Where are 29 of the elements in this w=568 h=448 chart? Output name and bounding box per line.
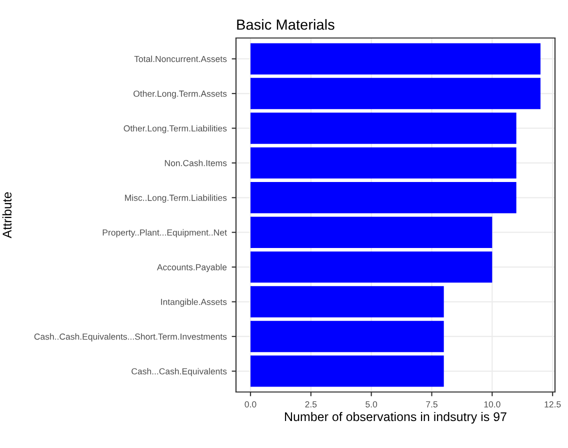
bar (250, 147, 516, 179)
bar (250, 286, 444, 318)
bar (250, 320, 444, 352)
bar (250, 78, 540, 110)
bar (250, 112, 516, 144)
x-axis-title: Number of observations in indsutry is 97 (285, 412, 506, 424)
x-tick-label: 0.0 (244, 401, 256, 408)
x-tick-label: 5.0 (366, 401, 378, 408)
y-tick-label: Cash..Cash.Equivalents...Short.Term.Investments (34, 333, 227, 342)
y-tick-label: Intangible.Assets (161, 298, 227, 307)
y-tick-label: Non.Cash.Items (164, 160, 227, 166)
y-tick-label: Other.Long.Term.Liabilities (124, 125, 227, 134)
y-axis-title: Attribute (2, 192, 12, 238)
bar (250, 216, 492, 248)
y-tick-label: Cash...Cash.Equivalents (132, 368, 227, 376)
y-tick-label: Other.Long.Term.Assets (134, 90, 227, 99)
bar (250, 251, 492, 283)
y-tick-label: Misc..Long.Term.Liabilities (125, 194, 227, 203)
bar (250, 43, 540, 74)
x-tick-label: 10.0 (484, 401, 500, 408)
y-tick-label: Property..Plant...Equipment..Net (102, 229, 227, 238)
y-tick-label: Accounts.Payable (156, 264, 227, 272)
x-tick-label: 2.5 (305, 401, 317, 408)
y-tick-label: Total.Noncurrent.Assets (134, 56, 227, 62)
chart-title: Basic Materials (237, 19, 334, 30)
bar (250, 356, 444, 387)
x-tick-label: 12.5 (544, 401, 561, 408)
x-tick-label: 7.5 (426, 401, 438, 408)
bar (250, 182, 516, 214)
